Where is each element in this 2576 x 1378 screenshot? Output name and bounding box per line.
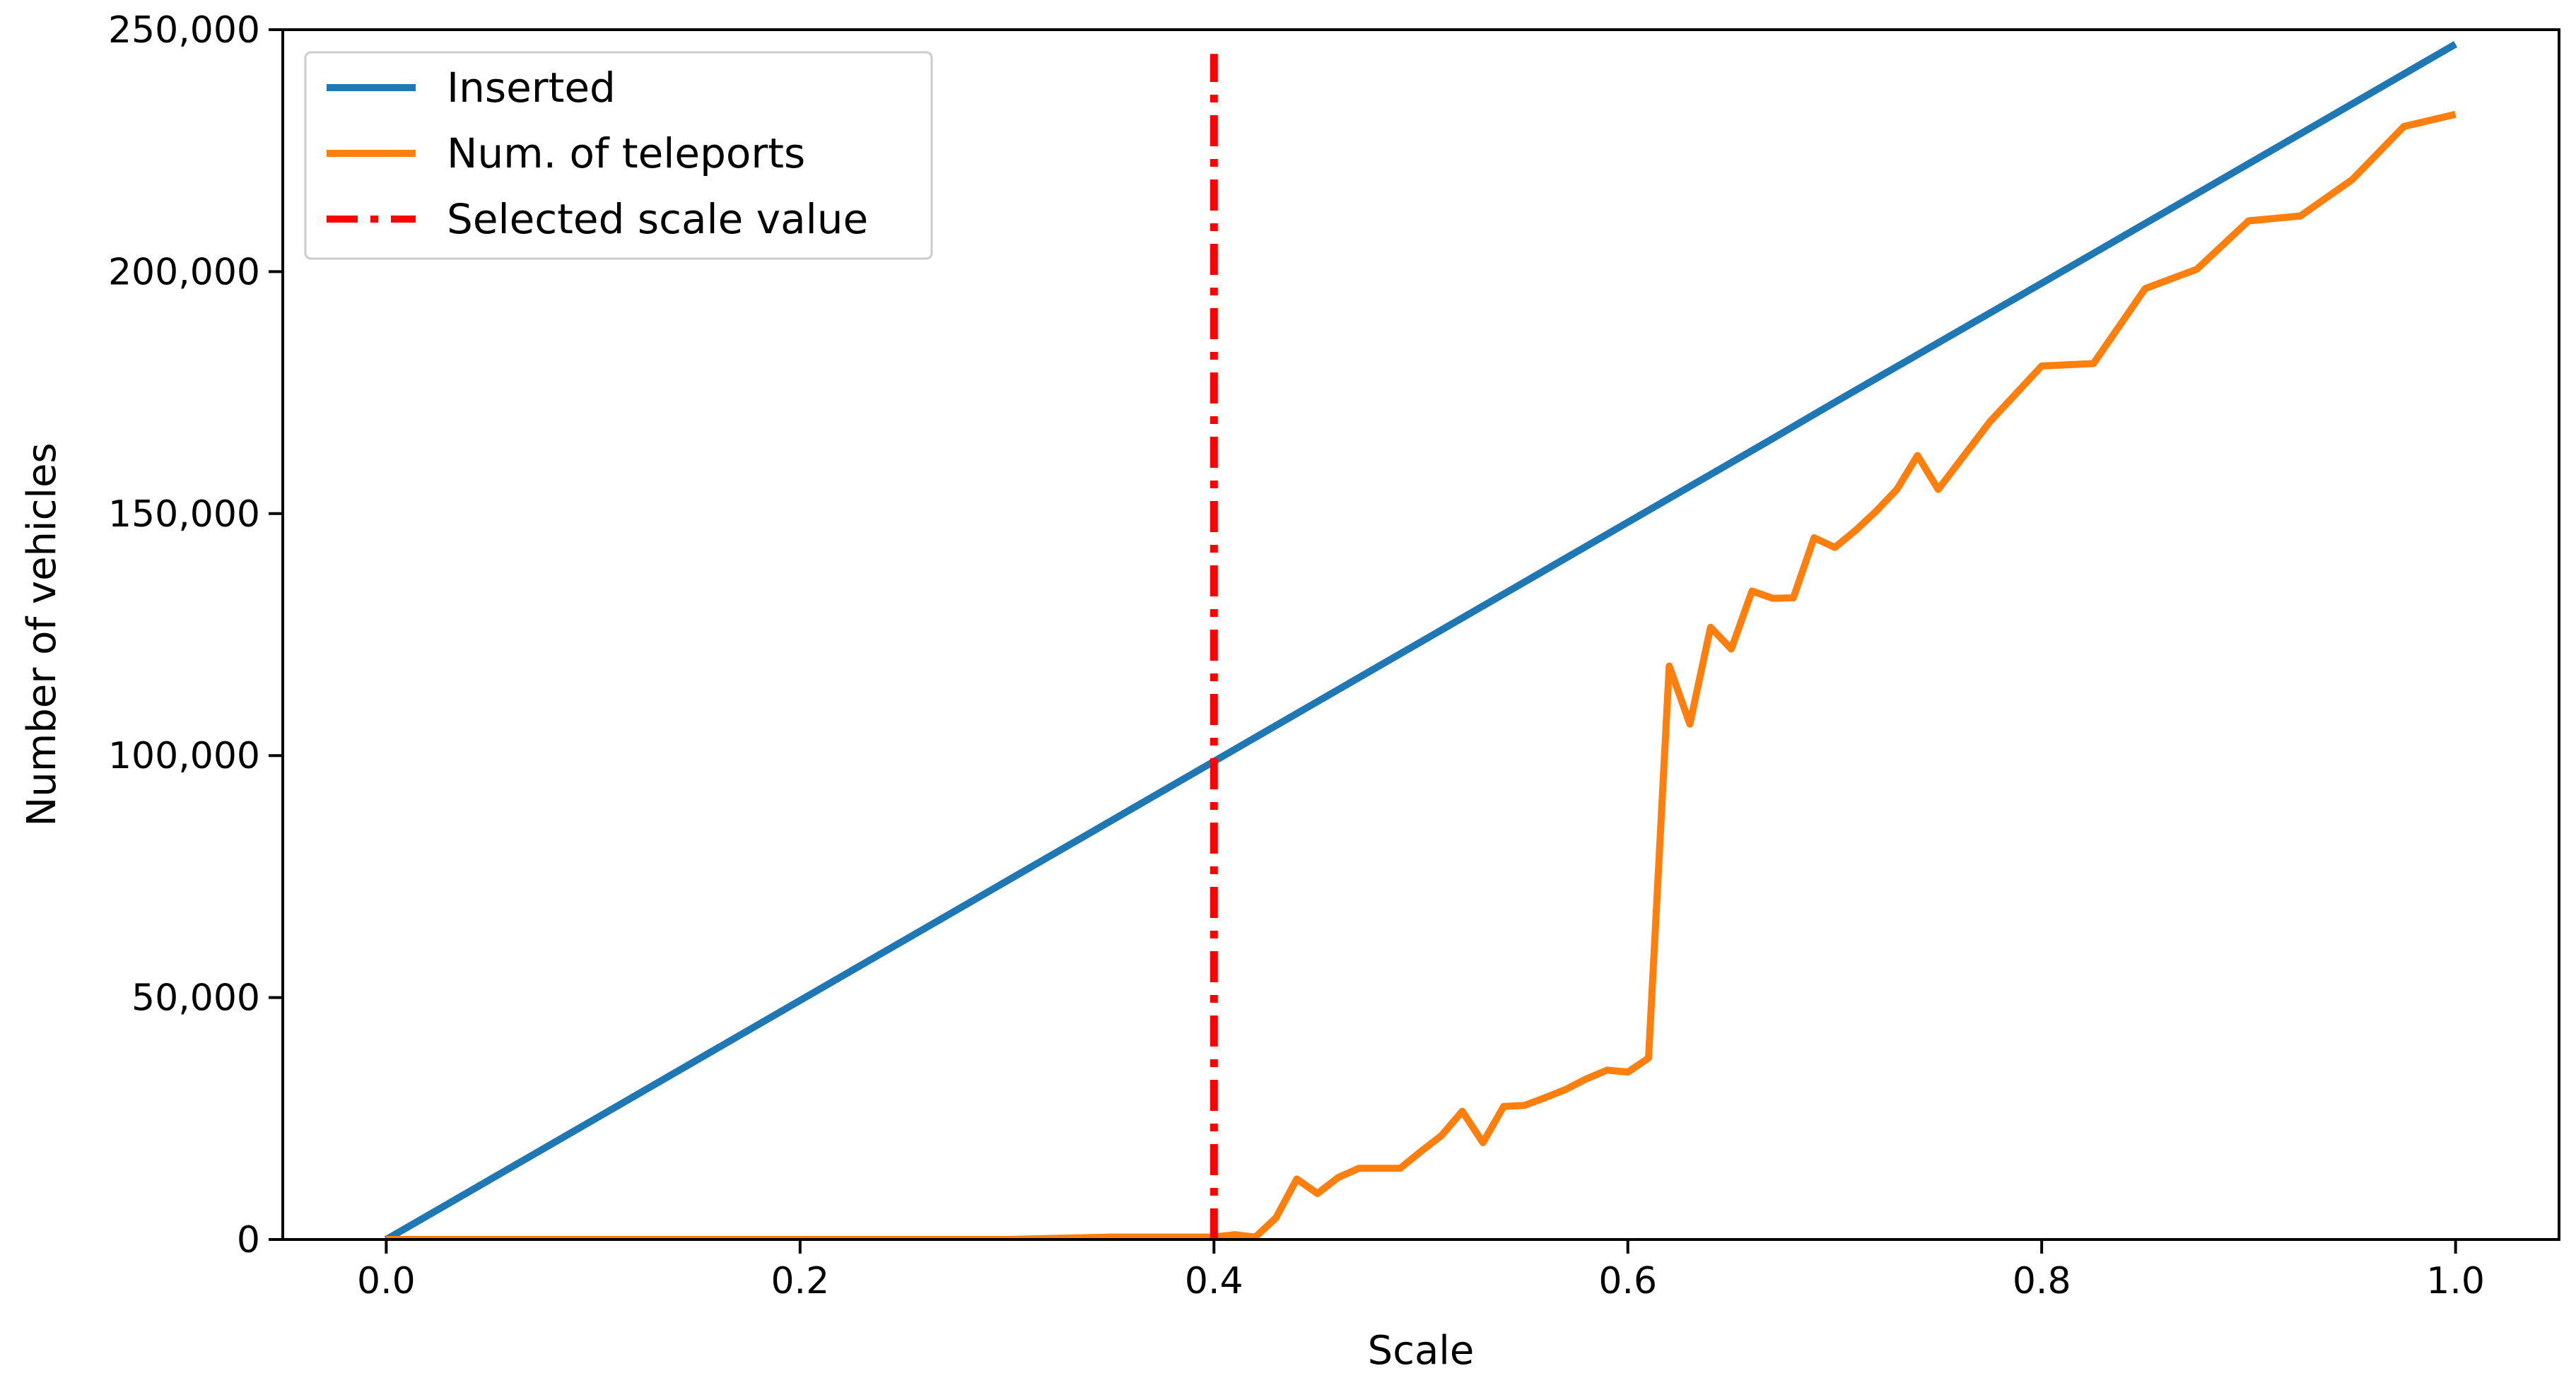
x-tick-label: 0.6 bbox=[1598, 1260, 1657, 1302]
x-tick-label: 1.0 bbox=[2426, 1260, 2485, 1302]
legend-items: Inserted Num. of teleports Selected scale … bbox=[327, 64, 868, 243]
legend-label-inserted: Inserted bbox=[447, 64, 616, 112]
y-tick-label: 150,000 bbox=[108, 493, 260, 536]
x-axis-ticks: 0.0 0.2 0.4 0.6 0.8 1.0 bbox=[357, 1239, 2485, 1302]
x-tick-label: 0.8 bbox=[2013, 1260, 2071, 1302]
series-line-num-of-teleports bbox=[386, 110, 2457, 1239]
y-tick-label: 200,000 bbox=[108, 251, 260, 293]
y-tick-label: 50,000 bbox=[131, 977, 260, 1020]
legend: Inserted Num. of teleports Selected scale … bbox=[304, 51, 933, 260]
y-axis-ticks: 0 50,000 100,000 150,000 200,000 250,000 bbox=[108, 9, 283, 1261]
plot-frame bbox=[281, 28, 2560, 1241]
x-tick-label: 0.4 bbox=[1185, 1260, 1243, 1302]
plot-lines bbox=[384, 41, 2458, 1239]
x-tick-label: 0.2 bbox=[771, 1260, 829, 1302]
y-tick-label: 250,000 bbox=[108, 9, 260, 52]
legend-label-num-of-teleports: Num. of teleports bbox=[447, 129, 805, 177]
x-axis-label: Scale bbox=[1368, 1328, 1475, 1374]
x-tick-label: 0.0 bbox=[357, 1260, 416, 1302]
series-line-inserted bbox=[384, 41, 2458, 1239]
y-tick-label: 0 bbox=[237, 1219, 260, 1261]
legend-frame bbox=[304, 51, 933, 260]
y-axis-label: Number of vehicles bbox=[19, 442, 65, 826]
legend-label-selected-scale-value: Selected scale value bbox=[447, 195, 868, 243]
y-tick-label: 100,000 bbox=[108, 735, 260, 777]
